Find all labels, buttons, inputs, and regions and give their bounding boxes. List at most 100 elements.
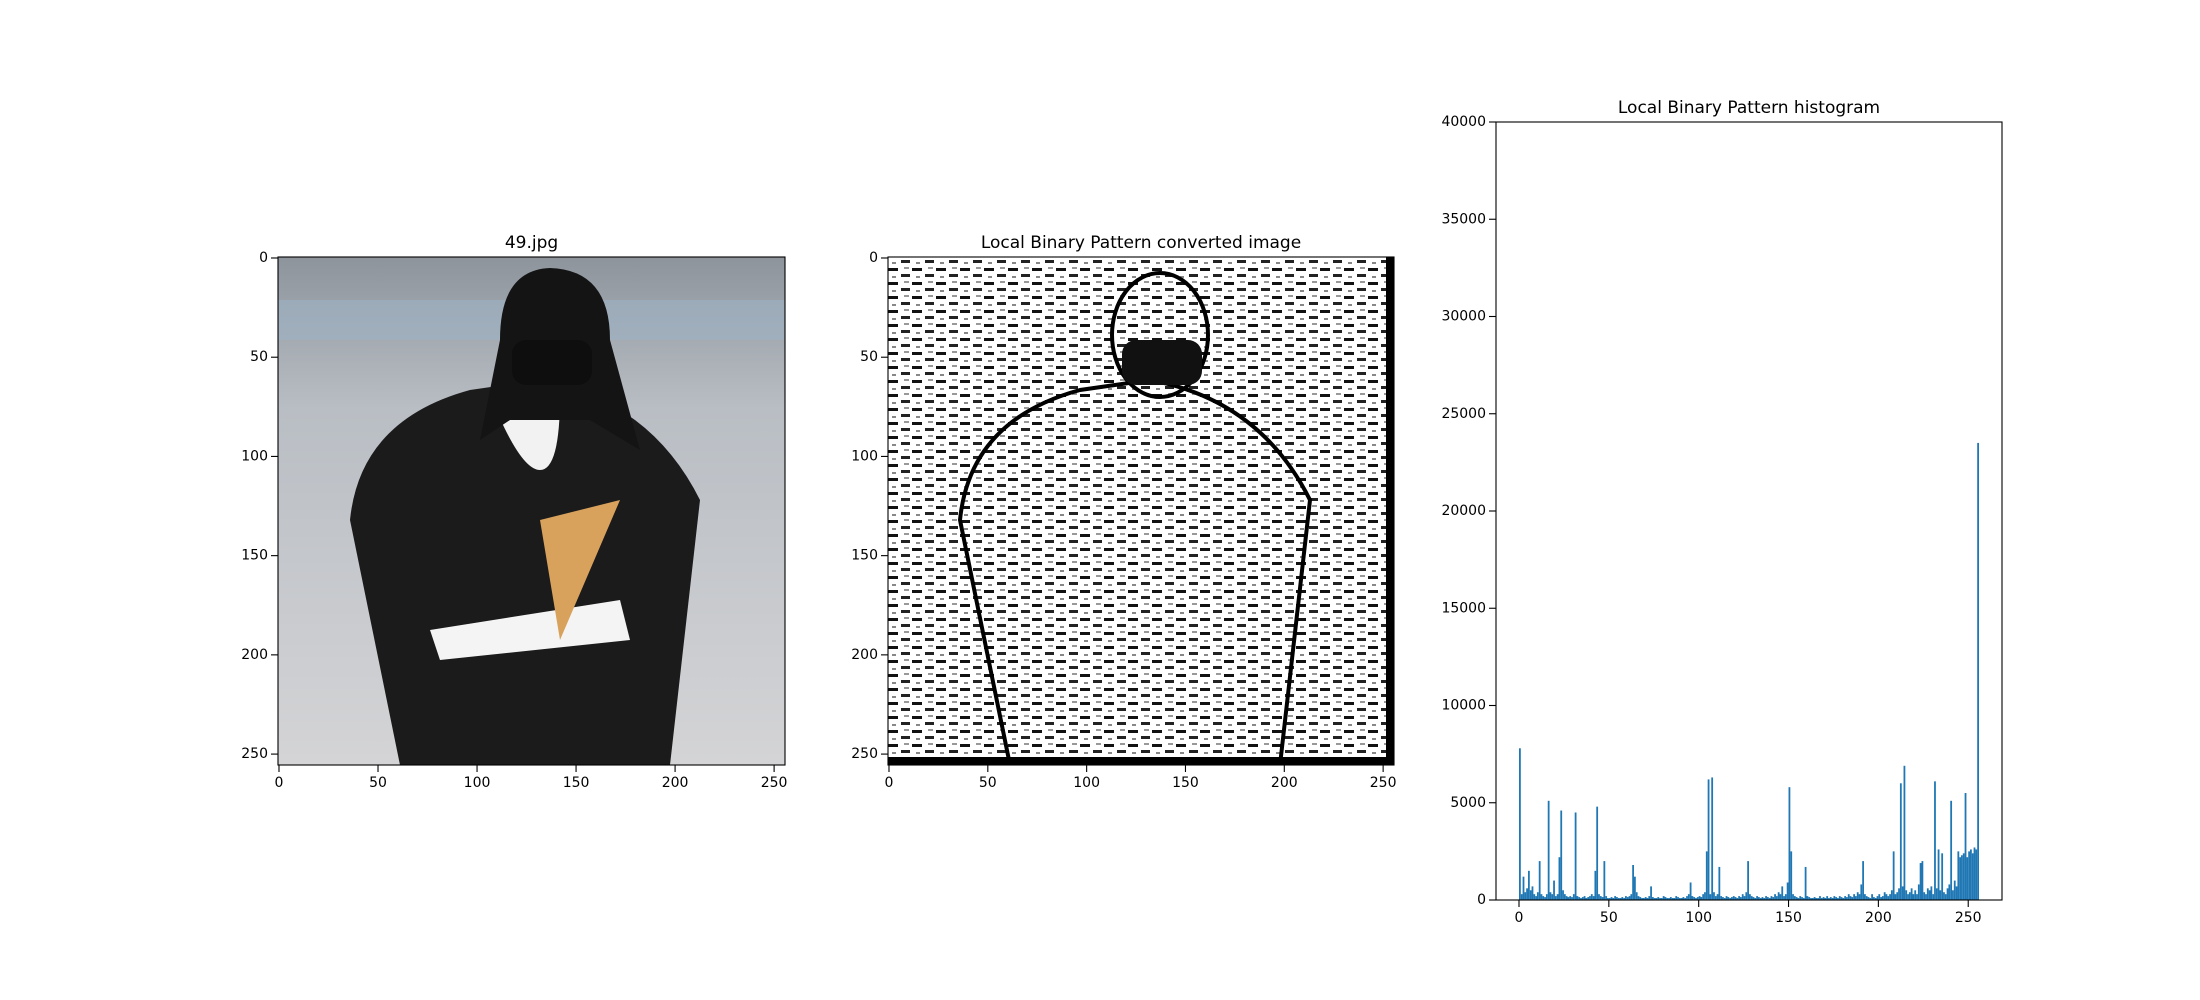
y-tick-label: 250 [851,746,878,762]
bar [1786,882,1789,900]
bar [1535,896,1537,900]
bar [1616,897,1618,900]
bar [1585,898,1588,900]
bar [1950,800,1953,900]
bar [1926,888,1929,900]
bar [1822,897,1825,900]
bar [1930,886,1933,900]
bar [1635,892,1638,900]
x-tick-label: 150 [563,775,590,791]
bar [1551,894,1554,900]
bar [1955,886,1958,900]
x-tick-label: 50 [1600,910,1618,926]
bar [1554,896,1557,900]
bar [1660,898,1663,900]
bar [1774,894,1776,900]
bar [1846,897,1848,900]
bar [1639,897,1642,900]
bar [1862,861,1864,900]
bar [1722,897,1724,900]
bar [1784,894,1787,900]
bar [1883,892,1886,900]
bar [1745,892,1748,900]
bar [1642,898,1645,900]
bar [1779,894,1782,900]
bar [1709,894,1712,900]
bar [1646,898,1649,900]
bar [1928,890,1931,900]
bar [1599,896,1602,900]
bar [1797,898,1800,900]
bar [1770,896,1773,900]
bar [1775,896,1778,900]
axes-frame [277,256,786,766]
bar [1671,898,1674,900]
x-tick-label: 250 [761,775,788,791]
bar [1607,898,1609,900]
bar [1732,896,1735,900]
bar [1874,898,1877,900]
bar [1921,861,1924,900]
bar [1707,779,1710,900]
bar [1826,896,1829,900]
bar [1526,888,1528,900]
bar [1574,812,1577,900]
bar [1553,880,1555,900]
bar [1657,897,1660,900]
bar [1689,882,1692,900]
x-tick-label: 200 [1271,775,1298,791]
y-tick-label: 100 [241,448,268,464]
bar [1592,896,1595,900]
bar [1810,898,1812,900]
bar [1806,896,1809,900]
bar [1687,894,1690,900]
bar [1847,894,1850,900]
y-tick-label: 35000 [1441,211,1486,227]
bar [1653,898,1656,900]
bar [1625,896,1627,900]
bar [1549,892,1552,900]
bar [1718,866,1721,900]
bar [1871,894,1873,900]
bar [1948,884,1951,900]
bar [1589,896,1591,900]
bar [1578,897,1581,900]
bar [1813,897,1816,900]
x-tick-label: 250 [1370,775,1397,791]
bar [1696,897,1699,900]
bar [1887,896,1890,900]
axes-frame [887,256,1395,766]
bar [1637,896,1640,900]
x-tick-label: 150 [1775,910,1802,926]
bar [1763,898,1766,900]
y-tick-label: 25000 [1441,406,1486,422]
axes-title: 49.jpg [505,233,558,253]
bar [1542,896,1545,900]
bar [1673,898,1676,900]
photo [278,257,785,765]
bar [1610,897,1613,900]
bar [1713,892,1715,900]
bar [1569,896,1572,900]
x-tick-label: 50 [979,775,997,791]
bar [1698,896,1701,900]
bar [1808,897,1811,900]
bar [1899,783,1902,900]
bar [1727,897,1730,900]
bar [1536,892,1539,900]
bar [1677,897,1679,900]
bar [1872,897,1875,900]
bar [1740,897,1742,900]
bar [1966,857,1969,900]
bar [1560,810,1563,900]
bar [1889,894,1891,900]
bar [1971,853,1974,900]
x-tick-label: 150 [1172,775,1199,791]
bar [1659,898,1661,900]
bar [1571,897,1573,900]
bar [1833,896,1836,900]
bar [1855,896,1857,900]
bar [1757,897,1760,900]
bar [1937,849,1940,900]
